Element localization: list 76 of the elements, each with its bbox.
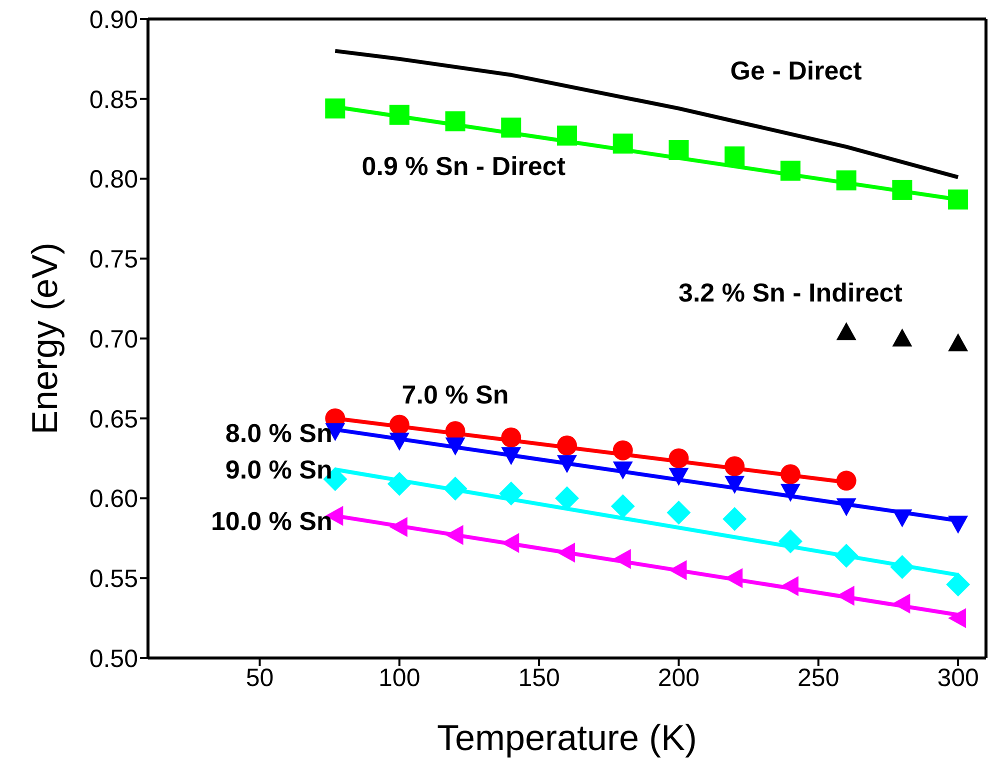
point [387,472,412,496]
series-label: 0.9 % Sn - Direct [362,151,566,182]
point [668,560,687,580]
point [948,516,968,534]
point [612,440,633,460]
y-tick-label: 0.75 [89,246,138,274]
point [612,134,633,154]
point [445,524,464,545]
point [668,140,689,160]
point [557,126,577,146]
y-tick-label: 0.55 [89,565,138,593]
point [948,608,966,628]
point [778,529,802,554]
x-tick-label: 300 [937,664,979,692]
y-tick-label: 0.70 [89,325,138,354]
point [724,456,745,476]
series-label: 8.0 % Sn [225,418,332,448]
point [443,476,468,501]
point [892,594,910,614]
x-axis-title: Temperature (K) [436,717,698,758]
point [836,470,856,491]
x-tick-label: 100 [378,664,420,692]
series-label: 3.2 % Sn - Indirect [678,277,903,308]
point [668,468,689,486]
y-tick-label: 0.85 [89,86,138,114]
point [557,436,577,456]
point [501,447,522,466]
point [612,548,631,569]
point [724,146,745,166]
point [892,180,912,200]
y-tick-label: 0.60 [89,485,138,514]
point [557,542,575,563]
point [325,98,346,118]
series-label: 9.0 % Sn [225,454,332,485]
point [780,464,800,484]
line-series [333,48,960,180]
x-tick-label: 250 [798,664,840,692]
point [501,428,522,448]
point [499,481,524,506]
point [836,170,856,190]
y-tick-label: 0.65 [89,405,138,434]
point [892,509,912,528]
point [389,432,410,451]
point [445,111,466,132]
point [890,554,914,579]
point [666,500,691,525]
point [389,104,410,125]
point [834,544,858,568]
point [836,498,856,516]
x-tick-label: 200 [658,664,700,692]
x-tick-label: 50 [246,664,274,692]
point [668,448,689,468]
point [389,517,408,538]
point [948,190,968,210]
point [389,414,410,435]
series-label: Ge - Direct [730,55,862,86]
point [946,572,970,597]
point [445,438,466,456]
point [612,461,633,480]
point [892,328,912,346]
point [724,476,745,494]
point [836,322,856,340]
point [722,507,747,532]
y-tick-label: 0.80 [89,166,138,194]
y-axis-title: Energy (eV) [24,242,65,435]
point [610,494,635,518]
y-tick-label: 0.50 [89,644,138,673]
point [780,160,800,181]
point [557,455,577,474]
point [948,333,968,352]
point [501,118,522,138]
point [780,484,800,502]
series-label: 7.0 % Sn [402,380,509,410]
y-tick-label: 0.90 [89,6,138,34]
series-label: 10.0 % Sn [210,506,332,536]
x-tick-label: 150 [518,664,560,692]
